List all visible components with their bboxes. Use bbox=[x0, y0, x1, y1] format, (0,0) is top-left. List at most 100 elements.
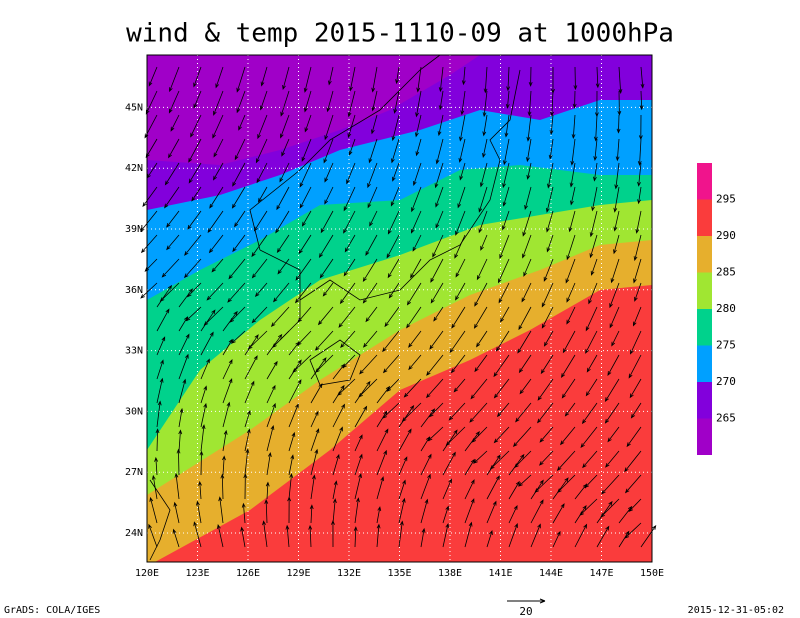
wind-arrow bbox=[310, 474, 316, 500]
wind-arrow bbox=[270, 306, 290, 328]
wind-arrow bbox=[296, 330, 312, 346]
wind-arrow bbox=[236, 66, 246, 93]
wind-arrow bbox=[515, 402, 532, 423]
wind-arrow bbox=[430, 258, 444, 283]
wind-arrow bbox=[362, 258, 378, 282]
wind-arrow bbox=[457, 186, 466, 209]
wind-arrow bbox=[294, 282, 312, 304]
wind-arrow bbox=[448, 402, 466, 421]
wind-arrow bbox=[285, 524, 290, 548]
wind-arrow bbox=[640, 525, 657, 548]
wind-arrow bbox=[539, 450, 554, 466]
wind-arrow bbox=[304, 90, 312, 113]
wind-arrow bbox=[508, 480, 520, 500]
colorbar-segment bbox=[697, 272, 712, 309]
wind-arrow bbox=[178, 378, 187, 404]
wind-arrow bbox=[427, 426, 444, 442]
wind-arrow bbox=[155, 428, 160, 452]
wind-arrow bbox=[299, 186, 312, 209]
wind-arrow bbox=[376, 476, 385, 500]
lon-label: 144E bbox=[539, 568, 563, 579]
wind-arrow bbox=[212, 162, 224, 181]
wind-arrow bbox=[552, 530, 561, 548]
wind-arrow bbox=[301, 138, 312, 162]
wind-arrow bbox=[256, 162, 268, 184]
wind-arrow bbox=[369, 210, 378, 227]
wind-arrow bbox=[156, 336, 166, 356]
wind-arrow bbox=[605, 450, 620, 468]
wind-arrow bbox=[420, 473, 431, 500]
wind-arrow bbox=[499, 234, 510, 260]
wind-arrow bbox=[459, 114, 466, 142]
wind-arrow bbox=[347, 90, 356, 118]
wind-arrow bbox=[340, 330, 356, 349]
wind-arrow bbox=[326, 90, 334, 113]
wind-arrow bbox=[279, 114, 290, 139]
wind-arrow bbox=[387, 210, 400, 235]
wind-arrow bbox=[628, 354, 642, 379]
wind-arrow bbox=[382, 330, 400, 353]
wind-arrow bbox=[244, 410, 251, 428]
wind-arrow bbox=[310, 448, 319, 476]
wind-arrow bbox=[604, 402, 620, 424]
wind-arrow bbox=[178, 353, 189, 380]
wind-arrow bbox=[315, 354, 334, 373]
wind-arrow bbox=[151, 474, 158, 500]
wind-arrow bbox=[232, 234, 246, 253]
wind-arrow bbox=[328, 66, 334, 86]
lat-label: 39N bbox=[125, 224, 143, 235]
wind-arrow bbox=[562, 330, 576, 354]
wind-arrow bbox=[200, 358, 210, 380]
wind-arrow bbox=[251, 306, 268, 324]
wind-arrow bbox=[415, 90, 422, 118]
wind-arrow bbox=[229, 306, 246, 323]
wind-arrow bbox=[371, 114, 378, 135]
wind-arrow bbox=[257, 186, 268, 203]
wind-arrow bbox=[161, 258, 180, 278]
colorbar-segment bbox=[697, 382, 712, 419]
wind-arrow bbox=[493, 378, 510, 399]
wind-arrow bbox=[637, 162, 642, 187]
wind-arrow bbox=[618, 530, 630, 548]
wind-arrow bbox=[216, 523, 224, 548]
wind-arrow bbox=[398, 428, 412, 452]
wind-arrow bbox=[376, 428, 389, 452]
wind-arrow bbox=[288, 454, 295, 476]
wind-arrow bbox=[580, 426, 598, 448]
wind-arrow bbox=[176, 448, 181, 476]
wind-arrow bbox=[170, 114, 180, 132]
wind-arrow bbox=[393, 90, 400, 114]
wind-arrow bbox=[228, 258, 246, 280]
wind-arrow bbox=[406, 306, 422, 329]
wind-arrow bbox=[324, 114, 334, 141]
wind-arrow bbox=[445, 426, 466, 446]
wind-arrow bbox=[376, 506, 382, 524]
wind-arrow bbox=[618, 66, 623, 94]
wind-arrow bbox=[522, 210, 532, 237]
wind-arrow bbox=[458, 138, 466, 163]
wind-arrow bbox=[464, 498, 475, 524]
wind-arrow bbox=[200, 309, 216, 332]
wind-arrow bbox=[518, 354, 532, 374]
wind-arrow bbox=[320, 210, 334, 234]
wind-arrow bbox=[264, 499, 269, 524]
wind-arrow bbox=[517, 330, 532, 354]
wind-arrow bbox=[584, 474, 598, 489]
wind-arrow bbox=[391, 114, 400, 142]
wind-arrow bbox=[173, 501, 180, 524]
wind-arrow bbox=[140, 210, 158, 233]
wind-arrow bbox=[432, 234, 444, 258]
wind-arrow bbox=[231, 330, 246, 344]
wind-arrow bbox=[415, 138, 422, 157]
wind-arrow bbox=[453, 378, 466, 393]
wind-arrow bbox=[588, 282, 598, 305]
lon-label: 150E bbox=[640, 568, 664, 579]
wind-arrow bbox=[493, 354, 510, 378]
wind-arrow bbox=[559, 426, 576, 446]
wind-arrow bbox=[500, 306, 510, 323]
wind-arrow bbox=[154, 456, 159, 476]
wind-arrow bbox=[611, 330, 620, 347]
wind-arrow bbox=[589, 234, 598, 259]
wind-arrow bbox=[398, 479, 406, 500]
